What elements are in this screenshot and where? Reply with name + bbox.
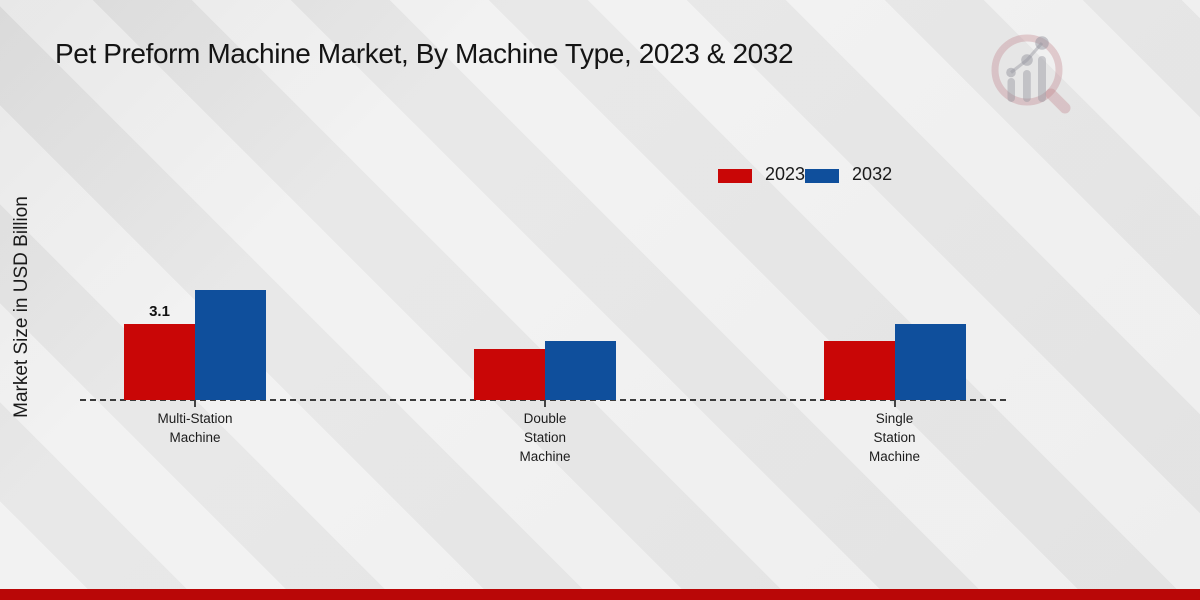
legend-swatch-2023 <box>718 168 752 183</box>
category-label-double-station-machine: Double Station Machine <box>519 411 571 464</box>
footer-red-bar <box>0 589 1200 600</box>
chart-title: Pet Preform Machine Market, By Machine T… <box>55 38 794 69</box>
magnifier-ring <box>991 34 1063 106</box>
legend-swatch-2032 <box>805 168 840 183</box>
x-axis-tick <box>194 401 196 407</box>
bar-2023-double-station-machine <box>474 348 545 400</box>
x-axis-line <box>80 399 1006 401</box>
category-label-single-station-machine: Single Station Machine <box>868 411 921 464</box>
bar-2032-multi-station-machine <box>195 289 266 400</box>
legend-label-2032: 2032 <box>852 164 893 184</box>
x-axis-tick <box>544 401 546 407</box>
bar-2032-double-station-machine <box>545 341 616 400</box>
bar-value-label: 3.1 <box>149 303 170 321</box>
bar-2023-single-station-machine <box>823 341 895 400</box>
legend: 2023 2032 <box>718 164 892 185</box>
x-axis-tick <box>893 401 896 407</box>
category-label-multi-station-machine: Multi-Station Machine <box>157 411 233 445</box>
growth-bars-glyph <box>1007 56 1046 102</box>
bar-2032-single-station-machine <box>894 324 966 400</box>
legend-label-2023: 2023 <box>765 164 806 184</box>
bar-2023-multi-station-machine <box>124 324 195 400</box>
market-research-watermark-logo <box>991 34 1071 114</box>
trend-dots-glyph <box>1006 36 1049 78</box>
magnifier-handle <box>1045 88 1071 114</box>
